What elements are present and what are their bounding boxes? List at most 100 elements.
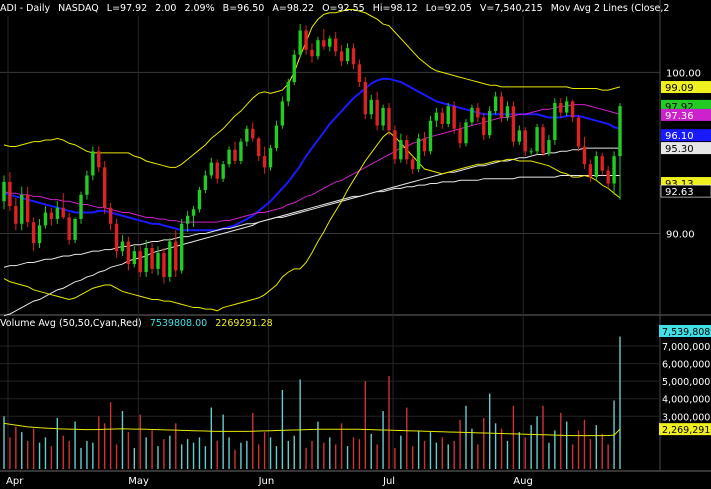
volume-avg-marker bbox=[659, 423, 711, 436]
indicator-line-bollinger bbox=[3, 9, 621, 168]
candle-body bbox=[162, 252, 166, 277]
volume-bar bbox=[441, 437, 444, 469]
candle bbox=[14, 198, 18, 231]
candle-body bbox=[588, 164, 593, 178]
volume-bar bbox=[506, 440, 509, 469]
candle-body bbox=[209, 162, 214, 176]
volume-bar bbox=[180, 444, 183, 469]
candle bbox=[108, 202, 113, 231]
candle bbox=[245, 125, 249, 147]
candle bbox=[20, 186, 24, 231]
candle bbox=[576, 115, 581, 152]
price-tick-label: 90.00 bbox=[666, 229, 695, 240]
candle bbox=[582, 136, 587, 170]
volume-bar bbox=[358, 439, 361, 469]
candle-body bbox=[31, 222, 36, 244]
candle bbox=[97, 146, 101, 173]
volume-bar bbox=[619, 336, 621, 469]
price-marker bbox=[661, 129, 711, 142]
candle-body bbox=[79, 194, 83, 219]
candle bbox=[197, 186, 202, 213]
volume-bar bbox=[103, 423, 106, 469]
candle-body bbox=[197, 189, 202, 210]
candle bbox=[120, 235, 125, 257]
candle-body bbox=[470, 107, 474, 123]
volume-bar bbox=[175, 423, 177, 469]
volume-bar bbox=[417, 430, 420, 469]
candle bbox=[174, 230, 178, 277]
volume-bar bbox=[524, 437, 526, 469]
last-price: L=97.92 bbox=[106, 3, 148, 14]
candle-body bbox=[345, 48, 350, 62]
candle bbox=[37, 218, 42, 248]
volume-bar bbox=[364, 381, 367, 469]
candle-body bbox=[304, 30, 308, 50]
volume-avg-label: 2,269,291 bbox=[662, 425, 710, 436]
volume-bar bbox=[74, 421, 76, 469]
volume-bar bbox=[121, 411, 124, 469]
candle-body bbox=[328, 38, 332, 47]
candle-body bbox=[61, 207, 65, 218]
candle-body bbox=[215, 162, 219, 179]
candle bbox=[594, 151, 599, 181]
volume-bar bbox=[346, 446, 349, 469]
candle bbox=[529, 148, 533, 155]
volume-bar bbox=[109, 402, 112, 469]
candle bbox=[73, 217, 77, 244]
ask-price: A=98.22 bbox=[272, 3, 315, 14]
price-marker bbox=[661, 142, 711, 155]
candle bbox=[570, 99, 575, 123]
candle bbox=[405, 135, 409, 165]
volume-bar bbox=[447, 444, 449, 469]
candle-body bbox=[91, 151, 95, 176]
candle bbox=[215, 159, 219, 184]
candle-body bbox=[185, 215, 190, 224]
candle bbox=[482, 112, 486, 141]
candle-body bbox=[37, 225, 42, 244]
candle-body bbox=[49, 212, 54, 219]
volume-bar bbox=[139, 414, 141, 469]
candle bbox=[203, 170, 208, 194]
volume-bar bbox=[204, 446, 207, 469]
candle-body bbox=[126, 241, 131, 265]
candle-body bbox=[292, 54, 296, 83]
candle bbox=[553, 98, 557, 145]
candle bbox=[476, 102, 480, 123]
volume-bar bbox=[169, 435, 171, 469]
candle bbox=[85, 170, 89, 200]
candle bbox=[363, 77, 368, 120]
candle bbox=[564, 96, 569, 116]
volume-bar bbox=[275, 446, 278, 469]
volume-bar bbox=[32, 428, 35, 469]
candle bbox=[588, 159, 593, 182]
volume-tick-label: 6,000,000 bbox=[662, 360, 710, 371]
candle bbox=[233, 141, 237, 165]
candle-body bbox=[606, 170, 610, 184]
candle-body bbox=[369, 99, 373, 115]
candle-body bbox=[280, 101, 285, 126]
volume-bar bbox=[115, 444, 118, 469]
volume-bar bbox=[571, 444, 574, 469]
price-marker bbox=[660, 184, 711, 198]
volume-bar bbox=[151, 430, 153, 469]
volume-bar bbox=[86, 440, 88, 469]
candle-body bbox=[144, 247, 148, 273]
candle-body bbox=[150, 247, 154, 269]
candle bbox=[126, 236, 131, 271]
candle-body bbox=[333, 38, 338, 52]
candle-body bbox=[132, 251, 137, 265]
candle bbox=[2, 175, 6, 210]
month-tick-label: Jun bbox=[258, 476, 275, 487]
candle bbox=[91, 146, 95, 181]
volume-bar bbox=[281, 389, 284, 469]
candle bbox=[79, 191, 83, 224]
volume-bar bbox=[411, 446, 414, 469]
volume-last-label: 7,539,808 bbox=[662, 327, 710, 338]
candle bbox=[268, 144, 273, 171]
month-tick-label: May bbox=[128, 476, 149, 487]
volume-bar bbox=[536, 416, 538, 469]
candle-body bbox=[67, 217, 71, 240]
volume-average-line bbox=[3, 422, 621, 437]
volume-bar bbox=[376, 444, 378, 469]
volume-bar bbox=[477, 444, 479, 469]
